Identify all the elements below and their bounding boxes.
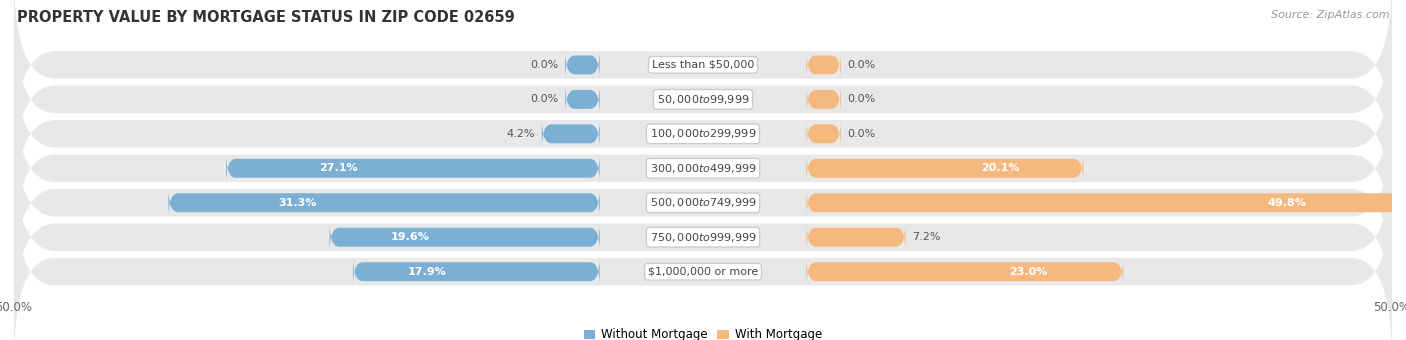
FancyBboxPatch shape xyxy=(14,182,1392,340)
FancyBboxPatch shape xyxy=(14,0,1392,154)
Text: $100,000 to $299,999: $100,000 to $299,999 xyxy=(650,128,756,140)
Legend: Without Mortgage, With Mortgage: Without Mortgage, With Mortgage xyxy=(579,324,827,340)
FancyBboxPatch shape xyxy=(14,10,1392,189)
Text: 0.0%: 0.0% xyxy=(848,60,876,70)
FancyBboxPatch shape xyxy=(226,154,599,183)
Text: 49.8%: 49.8% xyxy=(1267,198,1306,208)
Text: 23.0%: 23.0% xyxy=(1010,267,1047,277)
FancyBboxPatch shape xyxy=(541,119,599,149)
Text: 19.6%: 19.6% xyxy=(391,232,430,242)
Text: $300,000 to $499,999: $300,000 to $499,999 xyxy=(650,162,756,175)
Text: 0.0%: 0.0% xyxy=(848,95,876,104)
Text: 0.0%: 0.0% xyxy=(848,129,876,139)
Text: Less than $50,000: Less than $50,000 xyxy=(652,60,754,70)
FancyBboxPatch shape xyxy=(565,50,599,80)
Text: $500,000 to $749,999: $500,000 to $749,999 xyxy=(650,196,756,209)
FancyBboxPatch shape xyxy=(169,188,599,217)
Text: PROPERTY VALUE BY MORTGAGE STATUS IN ZIP CODE 02659: PROPERTY VALUE BY MORTGAGE STATUS IN ZIP… xyxy=(17,10,515,25)
FancyBboxPatch shape xyxy=(807,85,841,114)
Text: 0.0%: 0.0% xyxy=(530,95,558,104)
Text: 0.0%: 0.0% xyxy=(530,60,558,70)
FancyBboxPatch shape xyxy=(14,148,1392,327)
FancyBboxPatch shape xyxy=(14,113,1392,292)
Text: 20.1%: 20.1% xyxy=(981,163,1019,173)
FancyBboxPatch shape xyxy=(329,223,599,252)
Text: $50,000 to $99,999: $50,000 to $99,999 xyxy=(657,93,749,106)
FancyBboxPatch shape xyxy=(14,44,1392,223)
Text: 7.2%: 7.2% xyxy=(912,232,941,242)
FancyBboxPatch shape xyxy=(353,257,599,286)
FancyBboxPatch shape xyxy=(807,154,1083,183)
FancyBboxPatch shape xyxy=(807,223,905,252)
FancyBboxPatch shape xyxy=(807,188,1406,217)
Text: 4.2%: 4.2% xyxy=(506,129,534,139)
FancyBboxPatch shape xyxy=(807,119,841,149)
Text: 17.9%: 17.9% xyxy=(408,267,446,277)
Text: Source: ZipAtlas.com: Source: ZipAtlas.com xyxy=(1271,10,1389,20)
Text: $1,000,000 or more: $1,000,000 or more xyxy=(648,267,758,277)
Text: $750,000 to $999,999: $750,000 to $999,999 xyxy=(650,231,756,244)
Text: 27.1%: 27.1% xyxy=(319,163,357,173)
FancyBboxPatch shape xyxy=(807,50,841,80)
Text: 31.3%: 31.3% xyxy=(278,198,316,208)
FancyBboxPatch shape xyxy=(14,79,1392,258)
FancyBboxPatch shape xyxy=(565,85,599,114)
FancyBboxPatch shape xyxy=(807,257,1123,286)
